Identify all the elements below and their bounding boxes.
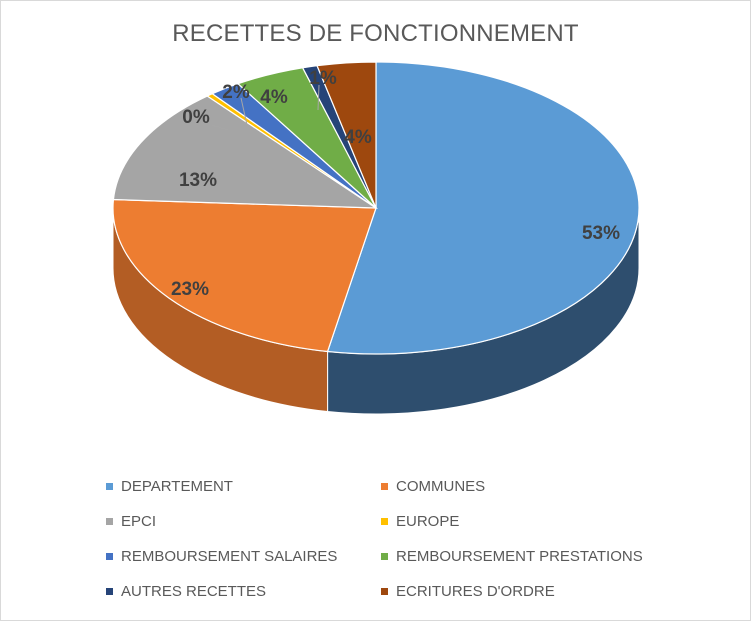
chart-legend: DEPARTEMENT COMMUNES EPCI EUROPE REMBOURSEME… [106, 476, 706, 601]
legend-label: AUTRES RECETTES [121, 582, 267, 600]
pie-chart: 53% 23% 13% 0% 2% 4% 1% 4% [112, 61, 640, 415]
legend-item: AUTRES RECETTES [106, 581, 381, 601]
legend-swatch [381, 517, 388, 525]
data-label: 4% [260, 87, 288, 108]
legend-swatch [106, 482, 113, 490]
legend-swatch [381, 552, 388, 560]
legend-item: ECRITURES D'ORDRE [381, 581, 681, 601]
legend-item: REMBOURSEMENT PRESTATIONS [381, 546, 681, 566]
pie-slice-departement [326, 61, 640, 355]
data-label: 53% [582, 223, 620, 244]
legend-item: REMBOURSEMENT SALAIRES [106, 546, 381, 566]
data-label: 1% [309, 68, 337, 89]
legend-label: REMBOURSEMENT SALAIRES [121, 547, 338, 565]
pie-slice-communes [112, 198, 377, 353]
legend-swatch [106, 552, 113, 560]
leader-line [240, 97, 248, 126]
legend-item: EUROPE [381, 511, 681, 531]
data-label: 2% [222, 82, 250, 103]
leader-line [211, 124, 229, 131]
legend-label: EPCI [121, 512, 157, 530]
legend-label: DEPARTEMENT [121, 477, 233, 495]
leader-line [317, 84, 320, 111]
chart-title: RECETTES DE FONCTIONNEMENT [172, 20, 579, 47]
data-labels: 53% 23% 13% 0% 2% 4% 1% 4% [171, 68, 620, 300]
legend-label: COMMUNES [396, 477, 486, 495]
legend-label: EUROPE [396, 512, 460, 530]
data-label: 0% [182, 107, 210, 128]
legend-item: COMMUNES [381, 476, 681, 496]
pie-slice-ecritures-d-ordre [316, 61, 377, 209]
legend-swatch [106, 587, 113, 595]
legend-label: REMBOURSEMENT PRESTATIONS [396, 547, 643, 565]
legend-swatch [106, 517, 113, 525]
data-label: 13% [179, 170, 217, 191]
legend-item: EPCI [106, 511, 381, 531]
legend-item: DEPARTEMENT [106, 476, 381, 496]
legend-label: ECRITURES D'ORDRE [396, 582, 555, 600]
pie-slices [112, 61, 640, 355]
data-label: 23% [171, 279, 209, 300]
pie-slice-epci [112, 95, 379, 209]
data-label: 4% [344, 127, 372, 148]
legend-swatch [381, 482, 388, 490]
legend-swatch [381, 587, 388, 595]
